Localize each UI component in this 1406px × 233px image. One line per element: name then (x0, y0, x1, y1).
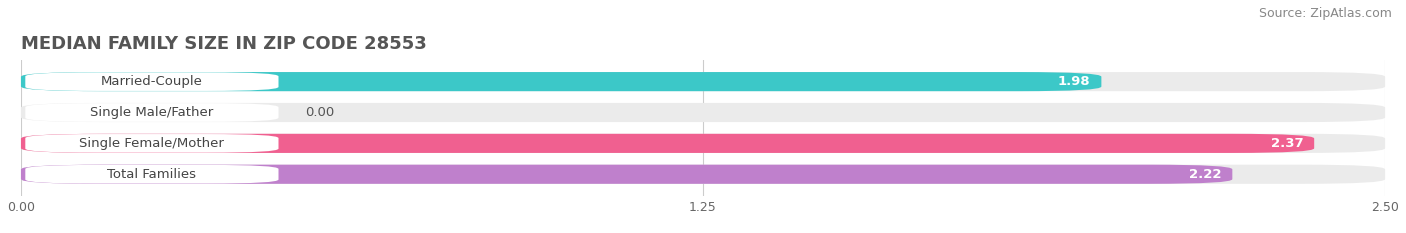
Text: Single Female/Mother: Single Female/Mother (80, 137, 225, 150)
FancyBboxPatch shape (25, 134, 278, 153)
FancyBboxPatch shape (21, 165, 1385, 184)
FancyBboxPatch shape (21, 134, 1315, 153)
Text: 2.37: 2.37 (1271, 137, 1303, 150)
FancyBboxPatch shape (25, 72, 278, 91)
FancyBboxPatch shape (21, 165, 1232, 184)
FancyBboxPatch shape (21, 134, 1385, 153)
Text: MEDIAN FAMILY SIZE IN ZIP CODE 28553: MEDIAN FAMILY SIZE IN ZIP CODE 28553 (21, 35, 426, 53)
Text: Single Male/Father: Single Male/Father (90, 106, 214, 119)
Text: Total Families: Total Families (107, 168, 197, 181)
Text: 1.98: 1.98 (1057, 75, 1091, 88)
Text: Married-Couple: Married-Couple (101, 75, 202, 88)
FancyBboxPatch shape (25, 103, 278, 122)
FancyBboxPatch shape (25, 165, 278, 184)
FancyBboxPatch shape (21, 72, 1385, 91)
FancyBboxPatch shape (21, 103, 1385, 122)
FancyBboxPatch shape (21, 72, 1101, 91)
Text: 2.22: 2.22 (1189, 168, 1222, 181)
Text: 0.00: 0.00 (305, 106, 335, 119)
Text: Source: ZipAtlas.com: Source: ZipAtlas.com (1258, 7, 1392, 20)
